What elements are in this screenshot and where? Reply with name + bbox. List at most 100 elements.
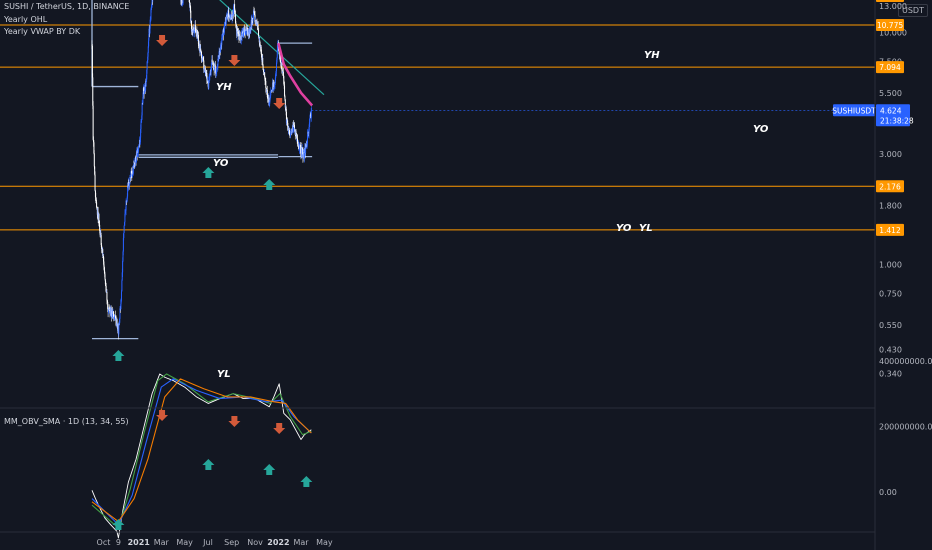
- candle-body[interactable]: [259, 42, 261, 46]
- candle-body[interactable]: [127, 185, 129, 197]
- candle-body[interactable]: [293, 123, 295, 125]
- candle-body[interactable]: [275, 71, 277, 74]
- candle-body[interactable]: [233, 6, 235, 15]
- candle-body[interactable]: [189, 1, 191, 7]
- candle-body[interactable]: [230, 15, 232, 18]
- candle-body[interactable]: [305, 148, 307, 154]
- candle-body[interactable]: [210, 62, 212, 71]
- candle-body[interactable]: [150, 19, 152, 21]
- candle-body[interactable]: [302, 154, 304, 158]
- candle-body[interactable]: [302, 149, 304, 158]
- candle-body[interactable]: [281, 62, 283, 71]
- candle-body[interactable]: [306, 143, 308, 145]
- candle-body[interactable]: [149, 28, 151, 34]
- candle-body[interactable]: [228, 10, 230, 18]
- candle-body[interactable]: [140, 128, 142, 138]
- candle-body[interactable]: [247, 29, 249, 35]
- symbol-badge[interactable]: [833, 104, 875, 117]
- candle-body[interactable]: [128, 182, 130, 183]
- candle-body[interactable]: [255, 20, 257, 22]
- candle-body[interactable]: [142, 96, 144, 104]
- candle-body[interactable]: [197, 34, 199, 36]
- candle-body[interactable]: [271, 90, 273, 92]
- candle-body[interactable]: [114, 315, 116, 317]
- price-pane[interactable]: YH YO YL YH YO YL YO: [0, 0, 875, 380]
- candle-body[interactable]: [221, 37, 223, 45]
- candle-body[interactable]: [279, 54, 281, 63]
- candle-body[interactable]: [252, 18, 254, 22]
- candle-body[interactable]: [95, 197, 97, 199]
- candle-body[interactable]: [194, 24, 196, 29]
- candle-body[interactable]: [197, 35, 199, 44]
- candle-body[interactable]: [99, 224, 101, 231]
- candle-body[interactable]: [234, 8, 236, 15]
- candle-body[interactable]: [234, 14, 236, 15]
- candle-body[interactable]: [245, 31, 247, 35]
- candle-body[interactable]: [204, 67, 206, 69]
- candle-body[interactable]: [148, 28, 150, 39]
- candle-body[interactable]: [122, 260, 124, 273]
- candle-body[interactable]: [291, 130, 293, 132]
- candle-body[interactable]: [297, 141, 299, 146]
- candle-body[interactable]: [93, 142, 95, 154]
- candle-body[interactable]: [258, 29, 260, 38]
- candle-body[interactable]: [109, 309, 111, 314]
- candle-body[interactable]: [227, 10, 229, 17]
- candle-body[interactable]: [129, 177, 131, 178]
- candle-body[interactable]: [269, 95, 271, 102]
- candle-body[interactable]: [121, 280, 123, 292]
- candle-body[interactable]: [308, 133, 310, 135]
- candle-body[interactable]: [195, 28, 197, 31]
- candle-body[interactable]: [262, 58, 264, 66]
- candle-body[interactable]: [298, 148, 300, 150]
- candle-body[interactable]: [222, 36, 224, 38]
- candle-body[interactable]: [98, 223, 100, 225]
- candle-body[interactable]: [289, 129, 291, 136]
- candle-body[interactable]: [198, 43, 200, 46]
- candle-body[interactable]: [266, 89, 268, 98]
- candle-body[interactable]: [145, 79, 147, 82]
- candle-body[interactable]: [233, 4, 235, 9]
- candle-body[interactable]: [239, 36, 241, 38]
- candle-body[interactable]: [141, 102, 143, 116]
- candle-body[interactable]: [269, 101, 271, 106]
- candle-body[interactable]: [114, 315, 116, 320]
- candle-body[interactable]: [226, 15, 228, 17]
- candle-body[interactable]: [302, 148, 304, 150]
- candle-body[interactable]: [308, 122, 310, 127]
- candle-body[interactable]: [201, 57, 203, 61]
- candle-body[interactable]: [131, 173, 133, 176]
- candle-body[interactable]: [270, 91, 272, 96]
- candle-body[interactable]: [300, 145, 302, 154]
- candle-body[interactable]: [260, 46, 262, 54]
- candle-body[interactable]: [94, 166, 96, 175]
- candle-body[interactable]: [236, 28, 238, 36]
- candle-body[interactable]: [181, 4, 183, 5]
- candle-body[interactable]: [224, 23, 226, 25]
- candle-body[interactable]: [112, 313, 114, 318]
- candle-body[interactable]: [235, 14, 237, 24]
- candle-body[interactable]: [262, 65, 264, 70]
- candle-body[interactable]: [278, 50, 280, 53]
- candle-body[interactable]: [215, 72, 217, 75]
- candle-body[interactable]: [294, 125, 296, 131]
- candle-body[interactable]: [125, 210, 127, 212]
- candle-body[interactable]: [151, 0, 153, 7]
- candle-body[interactable]: [120, 304, 122, 310]
- candle-body[interactable]: [307, 131, 309, 135]
- candle-body[interactable]: [207, 80, 209, 84]
- candle-body[interactable]: [148, 38, 150, 47]
- candle-body[interactable]: [292, 123, 294, 132]
- candle-body[interactable]: [199, 44, 201, 53]
- candle-body[interactable]: [197, 33, 199, 35]
- candle-body[interactable]: [110, 307, 112, 316]
- candle-body[interactable]: [281, 70, 283, 72]
- candle-body[interactable]: [217, 65, 219, 67]
- candle-body[interactable]: [261, 53, 263, 58]
- candle-body[interactable]: [194, 31, 196, 34]
- candle-body[interactable]: [291, 131, 293, 132]
- obv-pane[interactable]: MM_OBV_SMA · 1D (13, 34, 55): [4, 373, 313, 539]
- candle-body[interactable]: [273, 87, 275, 88]
- candle-body[interactable]: [211, 59, 213, 63]
